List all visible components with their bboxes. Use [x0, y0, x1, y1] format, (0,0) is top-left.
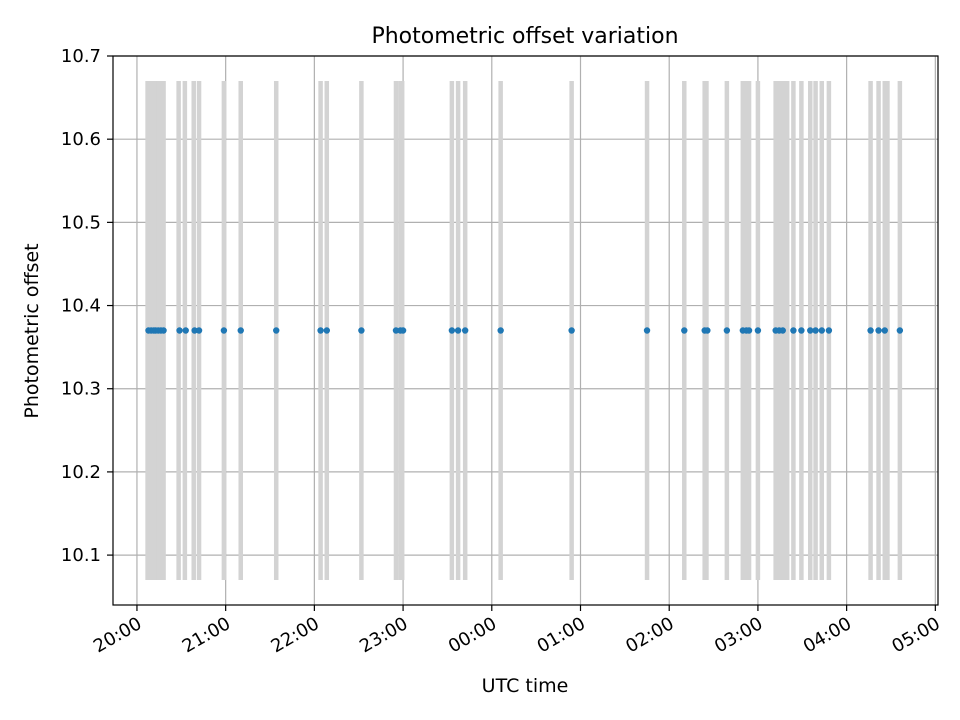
y-tick-label: 10.2	[61, 462, 101, 483]
data-point	[317, 327, 324, 334]
data-point	[867, 327, 874, 334]
data-point	[237, 327, 244, 334]
data-point	[176, 327, 183, 334]
plot-area: 20:00 21:00 22:00 23:00 00:00 01:00 02:00 03:00…	[61, 46, 944, 657]
data-point	[875, 327, 882, 334]
chart-title: Photometric offset variation	[371, 24, 678, 49]
data-point	[461, 327, 469, 334]
data-point	[790, 327, 797, 334]
data-point	[798, 327, 805, 334]
data-point	[818, 327, 825, 334]
data-point	[392, 327, 400, 334]
data-point	[454, 327, 462, 334]
data-point	[643, 327, 651, 334]
data-point	[220, 327, 228, 334]
data-point	[399, 327, 407, 334]
data-point	[807, 327, 814, 334]
data-point	[273, 327, 280, 334]
data-point	[681, 327, 688, 334]
data-point	[497, 327, 504, 334]
data-point	[191, 327, 198, 334]
y-tick-label: 10.4	[61, 296, 101, 317]
data-point	[754, 327, 762, 334]
data-point	[745, 327, 753, 334]
data-point	[812, 327, 819, 334]
data-point	[779, 327, 786, 334]
y-tick-label: 10.1	[61, 545, 101, 566]
y-tick-label: 10.5	[61, 212, 101, 233]
data-point	[881, 327, 888, 334]
data-point	[723, 327, 731, 334]
data-points	[145, 327, 904, 334]
data-point	[160, 327, 167, 334]
y-tick-label: 10.7	[61, 46, 101, 67]
y-tick-label: 10.6	[61, 129, 101, 150]
data-point	[323, 327, 330, 334]
data-point	[568, 327, 575, 334]
y-axis-label: Photometric offset	[21, 243, 43, 418]
data-point	[182, 327, 189, 334]
data-point	[825, 327, 833, 334]
data-point	[896, 327, 904, 334]
y-tick-label: 10.3	[61, 379, 101, 400]
x-axis-label: UTC time	[482, 675, 569, 697]
y-axis-ticks: 10.1 10.2 10.3 10.4 10.5 10.6 10.7	[61, 46, 113, 566]
data-point	[195, 327, 203, 334]
data-point	[448, 327, 456, 334]
data-point	[704, 327, 711, 334]
plot-frame	[112, 55, 939, 606]
data-point	[358, 327, 365, 334]
